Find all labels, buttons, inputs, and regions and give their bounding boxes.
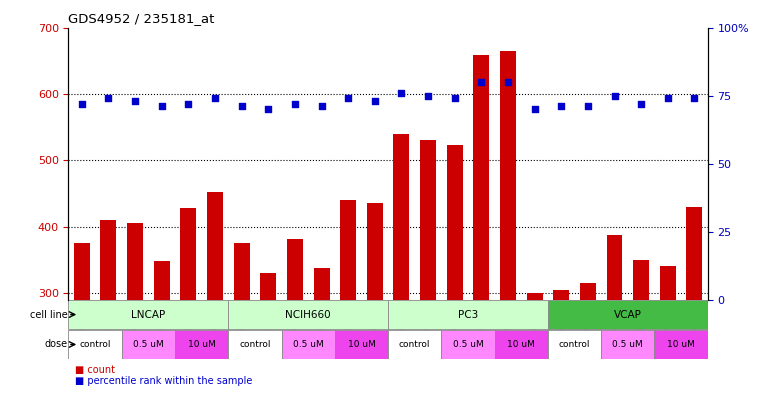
- Point: [262, 106, 274, 112]
- Point: [102, 95, 114, 101]
- Text: 0.5 uM: 0.5 uM: [613, 340, 643, 349]
- Bar: [580, 283, 596, 299]
- Point: [236, 103, 248, 110]
- Bar: [207, 192, 223, 299]
- Text: GDS4952 / 235181_at: GDS4952 / 235181_at: [68, 12, 215, 25]
- Bar: [388, 300, 548, 329]
- Text: dose: dose: [45, 340, 68, 349]
- Bar: [154, 261, 170, 299]
- Point: [688, 95, 700, 101]
- Bar: [393, 134, 409, 299]
- Text: cell line: cell line: [30, 310, 68, 320]
- Point: [209, 95, 221, 101]
- Bar: [495, 330, 548, 359]
- Bar: [607, 235, 622, 299]
- Bar: [180, 208, 196, 299]
- Bar: [234, 243, 250, 299]
- Text: control: control: [559, 340, 591, 349]
- Text: LNCAP: LNCAP: [131, 310, 166, 320]
- Text: 10 uM: 10 uM: [188, 340, 215, 349]
- Bar: [601, 330, 654, 359]
- Bar: [228, 330, 282, 359]
- Text: NCIH660: NCIH660: [285, 310, 331, 320]
- Bar: [686, 207, 702, 299]
- Point: [528, 106, 540, 112]
- Text: 0.5 uM: 0.5 uM: [133, 340, 164, 349]
- Point: [502, 79, 514, 85]
- Text: VCAP: VCAP: [614, 310, 642, 320]
- Point: [368, 98, 380, 104]
- Text: 10 uM: 10 uM: [667, 340, 695, 349]
- Bar: [340, 200, 356, 299]
- Bar: [127, 223, 143, 299]
- Text: control: control: [239, 340, 271, 349]
- Point: [182, 101, 194, 107]
- Point: [475, 79, 487, 85]
- Bar: [441, 330, 495, 359]
- Text: ■ percentile rank within the sample: ■ percentile rank within the sample: [75, 376, 252, 386]
- Bar: [473, 55, 489, 299]
- Bar: [500, 51, 516, 299]
- Bar: [68, 300, 228, 329]
- Bar: [260, 273, 276, 299]
- Text: ■ count: ■ count: [75, 365, 115, 375]
- Point: [129, 98, 142, 104]
- Point: [581, 103, 594, 110]
- Bar: [660, 266, 676, 299]
- Point: [661, 95, 674, 101]
- Bar: [388, 330, 441, 359]
- Bar: [367, 203, 383, 299]
- Point: [635, 101, 647, 107]
- Bar: [335, 330, 388, 359]
- Point: [315, 103, 327, 110]
- Bar: [282, 330, 335, 359]
- Bar: [548, 330, 601, 359]
- Bar: [122, 330, 175, 359]
- Bar: [548, 300, 708, 329]
- Bar: [654, 330, 708, 359]
- Bar: [314, 268, 330, 299]
- Text: PC3: PC3: [458, 310, 478, 320]
- Point: [555, 103, 567, 110]
- Text: 0.5 uM: 0.5 uM: [293, 340, 323, 349]
- Text: control: control: [79, 340, 111, 349]
- Bar: [228, 300, 388, 329]
- Text: 10 uM: 10 uM: [508, 340, 535, 349]
- Point: [608, 92, 620, 99]
- Bar: [68, 330, 122, 359]
- Point: [396, 90, 408, 96]
- Text: 0.5 uM: 0.5 uM: [453, 340, 483, 349]
- Point: [155, 103, 167, 110]
- Bar: [100, 220, 116, 299]
- Point: [342, 95, 354, 101]
- Bar: [447, 145, 463, 299]
- Bar: [420, 140, 436, 299]
- Bar: [74, 243, 90, 299]
- Bar: [633, 260, 649, 299]
- Bar: [527, 293, 543, 299]
- Point: [75, 101, 88, 107]
- Point: [449, 95, 461, 101]
- Text: control: control: [399, 340, 431, 349]
- Bar: [553, 290, 569, 299]
- Point: [422, 92, 434, 99]
- Point: [289, 101, 301, 107]
- Bar: [175, 330, 228, 359]
- Text: 10 uM: 10 uM: [348, 340, 375, 349]
- Bar: [287, 239, 303, 299]
